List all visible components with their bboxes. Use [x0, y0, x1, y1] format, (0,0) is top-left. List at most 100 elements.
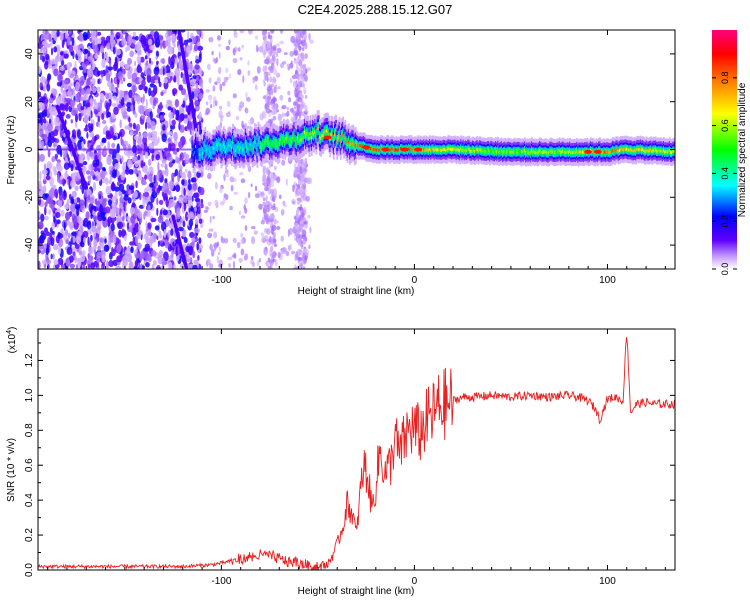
noise-blob — [112, 63, 118, 72]
noise-blob — [38, 104, 41, 110]
noise-blob — [122, 77, 126, 82]
ridge-core — [410, 146, 413, 150]
ridge-core — [336, 139, 339, 143]
ridge-core — [343, 138, 346, 142]
noise-blob — [48, 118, 52, 125]
faint-blob — [297, 164, 300, 172]
ridge-core — [193, 151, 196, 155]
noise-blob — [142, 132, 148, 139]
noise-blob — [60, 104, 67, 111]
faint-blob — [253, 76, 258, 81]
ridge-core — [262, 143, 265, 147]
noise-blob — [44, 125, 47, 131]
noise-blob — [74, 243, 80, 250]
faint-blob — [264, 102, 269, 110]
noise-blob — [57, 198, 63, 208]
noise-blob — [131, 42, 135, 48]
faint-blob — [293, 101, 299, 106]
noise-blob — [164, 178, 168, 184]
ridge-core — [228, 143, 231, 147]
noise-blob — [62, 264, 66, 269]
faint-blob — [208, 77, 212, 84]
noise-blob — [151, 154, 154, 162]
faint-blob — [270, 62, 275, 70]
noise-blob — [170, 56, 175, 66]
noise-blob — [107, 111, 112, 118]
ridge-core — [372, 148, 375, 152]
noise-blob — [189, 43, 193, 51]
noise-blob — [110, 208, 116, 219]
noise-blob — [50, 201, 55, 211]
noise-blob — [88, 194, 91, 201]
noise-blob — [144, 55, 148, 60]
noise-blob — [197, 45, 204, 51]
noise-blob — [185, 245, 191, 253]
noise-blob — [58, 192, 64, 201]
noise-blob — [110, 216, 115, 224]
noise-blob — [151, 190, 158, 199]
faint-blob — [264, 187, 269, 192]
faint-blob — [263, 38, 268, 45]
faint-blob — [255, 44, 259, 53]
ridge-core — [398, 149, 401, 153]
ridge-core — [309, 132, 312, 136]
noise-blob — [153, 31, 160, 41]
noise-blob — [87, 50, 91, 57]
noise-blob — [195, 218, 199, 225]
noise-blob — [178, 226, 184, 232]
faint-blob — [244, 197, 248, 205]
faint-blob — [299, 221, 304, 225]
ridge-core — [224, 145, 226, 149]
faint-blob — [240, 238, 244, 245]
faint-blob — [268, 239, 272, 243]
faint-blob — [260, 232, 265, 237]
ridge-core — [517, 150, 519, 153]
noise-blob — [41, 169, 48, 175]
ridge-core — [437, 148, 439, 152]
ridge-core — [323, 130, 326, 134]
noise-blob — [102, 119, 107, 125]
ridge-core — [489, 150, 492, 154]
noise-blob — [50, 253, 53, 260]
noise-blob — [180, 71, 183, 79]
ridge-core — [470, 149, 473, 153]
faint-blob — [228, 263, 231, 268]
noise-blob — [179, 124, 185, 133]
faint-blob — [303, 189, 307, 193]
noise-blob — [77, 154, 84, 164]
noise-blob — [162, 209, 168, 216]
noise-blob — [145, 220, 148, 230]
noise-blob — [116, 255, 123, 263]
ridge-core — [296, 136, 299, 140]
faint-blob — [286, 110, 290, 117]
noise-blob — [112, 95, 117, 101]
faint-blob — [276, 58, 279, 67]
noise-blob — [113, 106, 119, 115]
noise-blob — [183, 187, 186, 196]
ridge-core — [269, 145, 271, 149]
noise-blob — [53, 244, 59, 251]
ridge-core — [504, 149, 507, 153]
noise-blob — [196, 30, 201, 35]
noise-blob — [108, 84, 115, 92]
ridge-core — [441, 148, 444, 152]
ridge-core — [497, 148, 500, 152]
noise-blob — [160, 163, 164, 168]
ridge-core — [330, 132, 333, 136]
noise-blob — [128, 169, 134, 175]
noise-blob — [64, 212, 71, 221]
noise-blob — [126, 222, 130, 230]
ridge-core — [375, 148, 378, 152]
faint-blob — [211, 249, 215, 257]
noise-blob — [173, 75, 177, 82]
faint-blob — [294, 93, 299, 98]
noise-blob — [183, 152, 186, 158]
ridge-core — [325, 129, 328, 133]
faint-blob — [300, 39, 306, 47]
noise-blob — [169, 192, 173, 198]
noise-blob — [160, 209, 163, 216]
ridge-core — [358, 145, 361, 148]
noise-blob — [179, 219, 183, 224]
noise-blob — [63, 53, 69, 59]
